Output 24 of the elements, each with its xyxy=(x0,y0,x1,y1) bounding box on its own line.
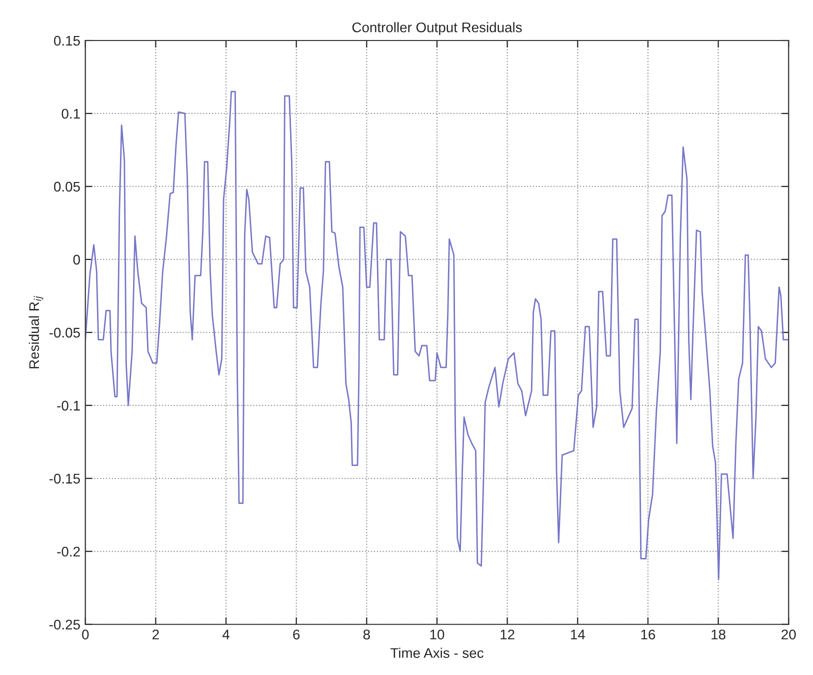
y-tick-label: 0 xyxy=(73,254,80,265)
y-tick-label: -0.2 xyxy=(57,546,80,557)
x-tick-label: 2 xyxy=(152,630,159,640)
y-tick-label: -0.25 xyxy=(49,620,80,630)
y-axis-title: Residual R$_{ij}$ xyxy=(28,296,44,368)
x-tick-label: 8 xyxy=(363,630,370,640)
line-series xyxy=(85,90,789,580)
y-tick-label: -0.1 xyxy=(57,400,80,411)
x-tick-label: 6 xyxy=(293,630,300,640)
chart-title: Controller Output Residuals xyxy=(352,22,522,36)
y-tick-label: 0.1 xyxy=(62,108,80,119)
x-tick-label: 14 xyxy=(570,630,585,640)
x-tick-label: 0 xyxy=(82,630,89,640)
x-tick-label: 18 xyxy=(712,630,726,640)
x-tick-label: 20 xyxy=(782,630,796,640)
y-tick-label: -0.05 xyxy=(49,328,80,338)
x-tick-label: 4 xyxy=(222,630,230,640)
y-tick-label: 0.05 xyxy=(54,182,80,192)
x-tick-label: 16 xyxy=(641,630,656,640)
y-tick-label: 0.15 xyxy=(54,36,80,46)
x-tick-label: 10 xyxy=(430,630,444,640)
x-tick-label: 12 xyxy=(500,630,514,640)
y-tick-label: -0.15 xyxy=(49,474,80,484)
x-axis-title: Time Axis - sec xyxy=(390,648,484,658)
